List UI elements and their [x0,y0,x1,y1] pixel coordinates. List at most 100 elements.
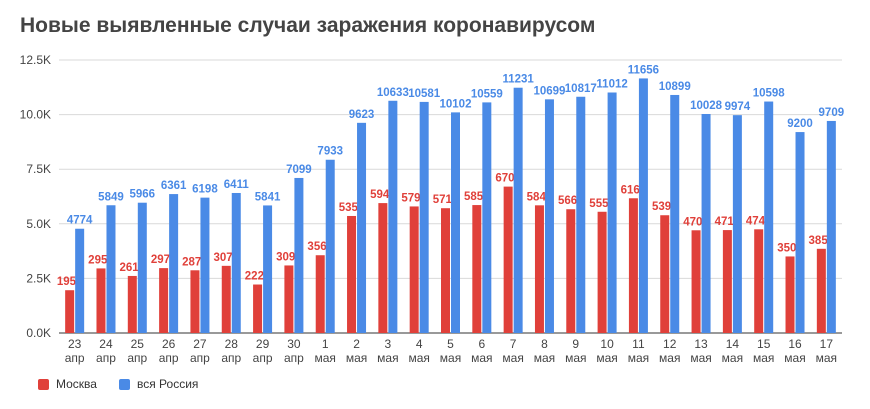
data-label-russia: 6198 [192,184,218,196]
bar-moscow [722,230,732,333]
x-tick-day: 8 [541,337,548,351]
x-tick-day: 2 [353,337,360,351]
x-tick-month: мая [753,351,774,365]
x-tick-month: мая [377,351,398,365]
x-tick-month: апр [190,351,210,365]
data-label-russia: 9709 [819,107,845,119]
bar-russia [419,101,429,334]
data-label-russia: 10633 [377,87,409,99]
y-tick-label: 10.0K [20,108,51,122]
bar-russia [670,94,680,333]
x-tick-day: 17 [820,337,834,351]
bar-moscow [127,275,137,333]
x-tick-month: мая [596,351,617,365]
bar-moscow [190,270,200,333]
bar-moscow [503,186,513,333]
bar-moscow [785,256,795,333]
x-tick-day: 29 [256,337,270,351]
y-tick-label: 5.0K [26,217,51,231]
x-tick-month: мая [471,351,492,365]
legend-item-moscow: Москва [38,377,97,391]
bar-moscow [754,229,764,333]
legend-swatch-moscow [38,378,49,390]
x-tick-day: 5 [447,337,454,351]
bar-russia [106,205,116,333]
x-tick-day: 9 [572,337,579,351]
y-tick-label: 7.5K [26,162,51,176]
y-tick-label: 12.5K [20,53,51,67]
data-label-russia: 7099 [286,164,312,176]
bar-russia [75,228,85,333]
bar-russia [638,78,648,334]
x-tick-day: 7 [510,337,517,351]
data-label-russia: 5849 [98,191,124,203]
bar-moscow [566,209,576,333]
bar-russia [231,192,241,333]
y-tick-label: 0.0K [26,326,51,340]
x-tick-month: мая [816,351,837,365]
x-tick-day: 28 [225,337,239,351]
bar-moscow [159,268,169,333]
legend-swatch-russia [118,378,130,390]
x-tick-day: 30 [287,337,301,351]
y-tick-label: 2.5K [26,271,51,285]
bar-russia [263,205,273,333]
x-tick-month: мая [315,351,336,365]
x-tick-month: мая [659,351,680,365]
x-tick-day: 1 [322,337,329,351]
bar-moscow [628,198,638,333]
legend-label-moscow: Москва [56,377,97,391]
data-label-russia: 9200 [787,118,813,130]
bar-moscow [221,265,231,333]
x-tick-month: апр [253,351,273,365]
bar-russia [795,132,805,333]
chart-title: Новые выявленные случаи заражения корона… [20,14,596,37]
bar-russia [513,87,523,333]
data-label-russia: 10028 [690,100,723,112]
x-tick-day: 14 [726,337,740,351]
bar-russia [826,120,836,333]
x-tick-day: 24 [99,337,113,351]
data-label-russia: 6411 [224,179,250,191]
x-tick-day: 26 [162,337,176,351]
x-tick-month: мая [784,351,805,365]
data-label-russia: 10899 [659,81,691,93]
x-tick-month: мая [408,351,429,365]
x-tick-day: 16 [788,337,802,351]
bar-moscow [816,248,826,333]
x-tick-day: 27 [193,337,207,351]
bar-moscow [534,205,544,333]
legend-item-russia: вся Россия [118,377,199,391]
data-label-russia: 10559 [471,88,503,100]
data-label-russia: 9623 [349,109,375,121]
data-label-russia: 7933 [317,146,343,158]
x-tick-month: мая [502,351,523,365]
data-label-russia: 10102 [440,98,472,110]
x-tick-month: мая [346,351,367,365]
x-tick-day: 23 [68,337,82,351]
data-label-russia: 10817 [565,83,597,95]
x-tick-month: мая [690,351,711,365]
bar-russia [325,159,335,333]
bar-moscow [96,268,106,333]
bar-russia [701,113,711,333]
bar-moscow [378,203,388,333]
x-tick-month: мая [628,351,649,365]
x-tick-day: 4 [416,337,423,351]
data-label-russia: 4774 [67,215,93,227]
legend-label-russia: вся Россия [136,377,199,391]
x-tick-month: апр [221,351,241,365]
bar-moscow [441,208,450,333]
bar-moscow [284,265,294,333]
bar-moscow [65,290,75,333]
x-tick-day: 13 [694,337,708,351]
bar-russia [607,92,617,333]
x-tick-day: 15 [757,337,771,351]
x-tick-month: мая [565,351,586,365]
bar-russia [200,197,210,333]
data-label-russia: 5966 [130,189,156,201]
x-tick-day: 6 [478,337,485,351]
x-tick-month: апр [284,351,304,365]
bar-moscow [253,284,263,333]
bar-moscow [597,211,607,333]
